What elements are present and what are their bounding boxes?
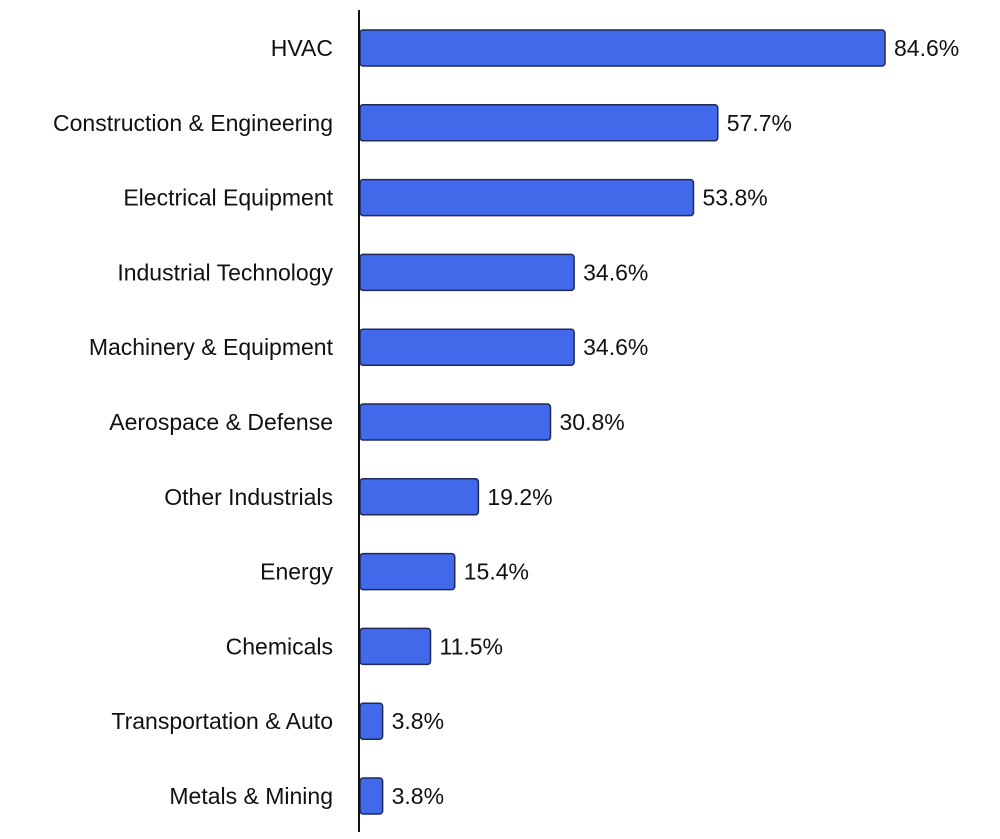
category-label-chemicals: Chemicals <box>226 633 333 659</box>
category-label-machinery-and-equipment: Machinery & Equipment <box>89 334 334 360</box>
value-label-chemicals: 11.5% <box>440 633 504 659</box>
value-label-energy: 15.4% <box>464 559 529 585</box>
bar-chemicals <box>359 627 432 666</box>
category-labels-group: HVAC Construction & Engineering Electrical… <box>53 35 334 809</box>
value-label-hvac: 84.6% <box>894 35 959 61</box>
bar-electrical-equipment <box>359 178 695 217</box>
value-label-aerospace-and-defense: 30.8% <box>559 409 624 435</box>
value-label-industrial-technology: 34.6% <box>583 259 648 285</box>
category-label-hvac: HVAC <box>271 35 333 61</box>
category-label-construction-and-engineering: Construction & Engineering <box>53 110 333 136</box>
bar-machinery-and-equipment <box>359 328 575 366</box>
category-label-electrical-equipment: Electrical Equipment <box>123 185 333 211</box>
category-label-metals-and-mining: Metals & Mining <box>169 783 333 809</box>
value-label-transportation-and-auto: 3.8% <box>392 708 444 734</box>
bar-transportation-and-auto <box>359 702 384 740</box>
bar-metals-and-mining <box>359 777 384 815</box>
bar-construction-and-engineering <box>359 104 719 142</box>
category-label-industrial-technology: Industrial Technology <box>117 259 333 285</box>
value-label-metals-and-mining: 3.8% <box>392 783 444 809</box>
bar-energy <box>359 552 456 591</box>
bar-other-industrials <box>359 478 480 516</box>
value-label-electrical-equipment: 53.8% <box>703 185 768 211</box>
bar-aerospace-and-defense <box>359 403 552 441</box>
category-label-other-industrials: Other Industrials <box>164 484 333 510</box>
bar-hvac <box>359 29 886 67</box>
value-label-machinery-and-equipment: 34.6% <box>583 334 648 360</box>
bar-industrial-technology <box>359 253 575 292</box>
category-label-energy: Energy <box>260 559 333 585</box>
category-label-transportation-and-auto: Transportation & Auto <box>111 708 333 734</box>
category-label-aerospace-and-defense: Aerospace & Defense <box>109 409 333 435</box>
value-labels-group: 84.6% 57.7% 53.8% 34.6% 34.6% 30.8% 19.2% 15.4%… <box>392 35 960 809</box>
value-label-construction-and-engineering: 57.7% <box>727 110 792 136</box>
value-label-other-industrials: 19.2% <box>487 484 552 510</box>
